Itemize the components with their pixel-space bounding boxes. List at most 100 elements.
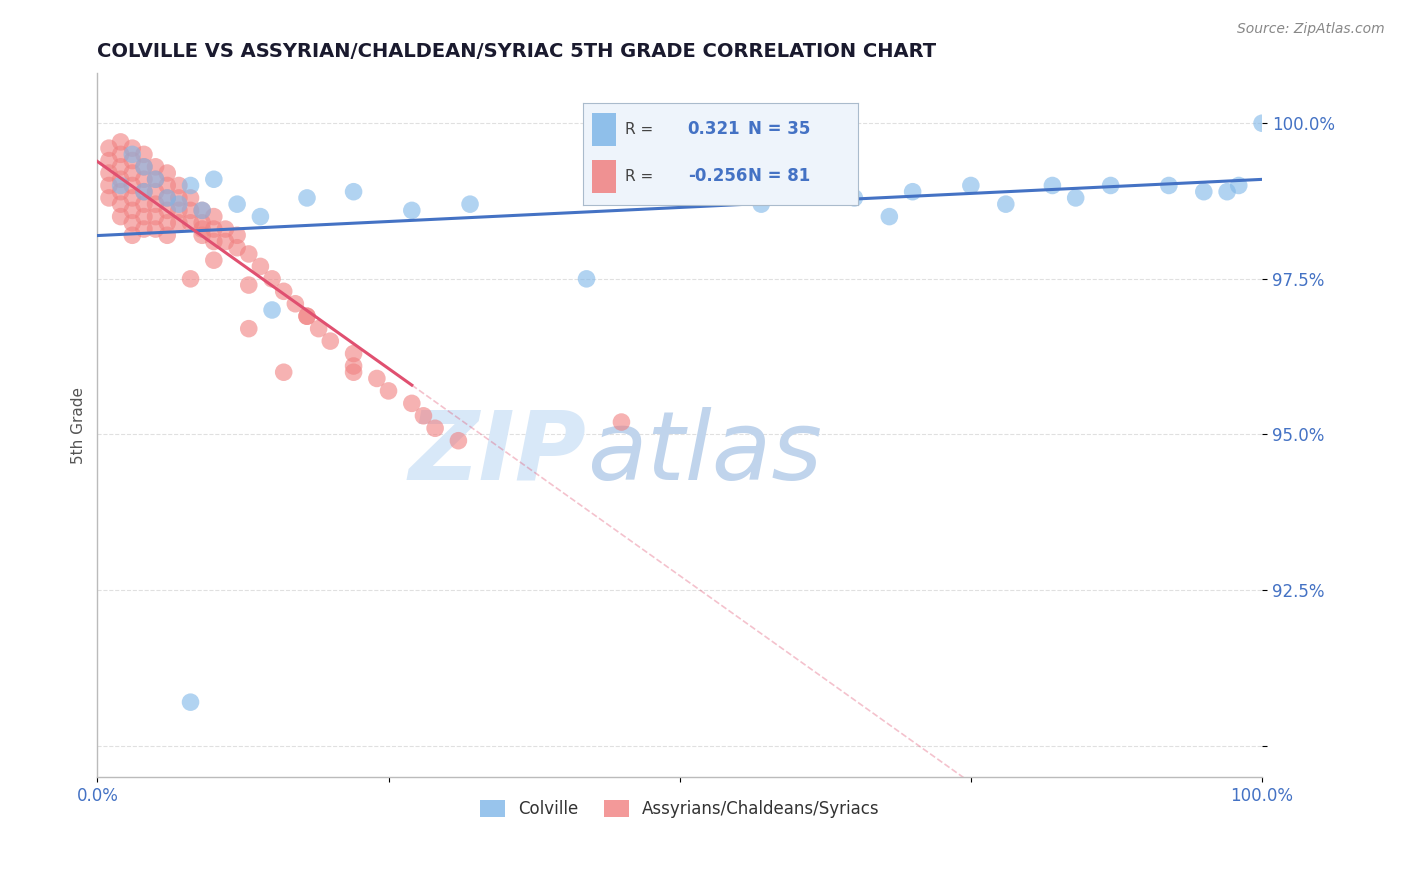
Point	[1227, 178, 1250, 193]
Point	[121, 166, 143, 180]
Point	[145, 172, 167, 186]
Point	[145, 222, 167, 236]
Point	[191, 203, 214, 218]
Point	[1157, 178, 1180, 193]
Point	[901, 185, 924, 199]
Text: Source: ZipAtlas.com: Source: ZipAtlas.com	[1237, 22, 1385, 37]
Point	[401, 396, 423, 410]
Point	[145, 172, 167, 186]
Point	[110, 135, 132, 149]
Point	[110, 197, 132, 211]
Point	[145, 210, 167, 224]
Text: N = 81: N = 81	[748, 168, 810, 186]
Point	[110, 147, 132, 161]
Point	[238, 321, 260, 335]
Point	[295, 309, 318, 323]
Point	[145, 185, 167, 199]
Point	[132, 147, 155, 161]
Point	[110, 210, 132, 224]
Point	[98, 178, 121, 193]
Point	[191, 203, 214, 218]
Point	[132, 172, 155, 186]
Point	[226, 241, 249, 255]
Point	[1192, 185, 1215, 199]
Point	[156, 178, 179, 193]
Point	[167, 216, 190, 230]
Point	[226, 197, 249, 211]
Point	[167, 203, 190, 218]
Point	[98, 153, 121, 168]
Text: atlas: atlas	[586, 407, 821, 500]
Point	[121, 191, 143, 205]
Point	[249, 210, 271, 224]
Point	[110, 160, 132, 174]
Point	[121, 216, 143, 230]
Text: -0.256: -0.256	[688, 168, 747, 186]
Text: N = 35: N = 35	[748, 120, 810, 138]
Point	[180, 203, 202, 218]
Point	[226, 228, 249, 243]
Point	[156, 191, 179, 205]
Point	[202, 235, 225, 249]
Point	[1042, 178, 1064, 193]
Text: 0.321: 0.321	[688, 120, 741, 138]
Text: COLVILLE VS ASSYRIAN/CHALDEAN/SYRIAC 5TH GRADE CORRELATION CHART: COLVILLE VS ASSYRIAN/CHALDEAN/SYRIAC 5TH…	[97, 42, 936, 61]
Point	[1216, 185, 1239, 199]
Point	[98, 191, 121, 205]
Text: R =: R =	[624, 121, 658, 136]
Point	[121, 147, 143, 161]
Point	[132, 160, 155, 174]
Point	[121, 203, 143, 218]
Point	[284, 297, 307, 311]
Point	[98, 166, 121, 180]
Point	[156, 203, 179, 218]
Text: R =: R =	[624, 169, 658, 184]
Point	[202, 253, 225, 268]
Point	[295, 309, 318, 323]
Point	[132, 197, 155, 211]
Point	[132, 160, 155, 174]
Point	[132, 210, 155, 224]
Point	[156, 228, 179, 243]
Point	[319, 334, 342, 348]
Point	[180, 272, 202, 286]
Point	[249, 260, 271, 274]
Point	[180, 191, 202, 205]
Point	[156, 216, 179, 230]
Point	[377, 384, 399, 398]
Point	[191, 216, 214, 230]
Point	[342, 185, 364, 199]
Point	[167, 197, 190, 211]
Point	[412, 409, 434, 423]
Point	[180, 216, 202, 230]
Point	[202, 222, 225, 236]
Point	[145, 197, 167, 211]
Point	[110, 185, 132, 199]
Point	[575, 272, 598, 286]
Point	[749, 197, 772, 211]
Bar	[592, 112, 616, 145]
Point	[342, 346, 364, 360]
Text: ZIP: ZIP	[409, 407, 586, 500]
Point	[121, 141, 143, 155]
Point	[110, 178, 132, 193]
Point	[342, 365, 364, 379]
Point	[132, 222, 155, 236]
Point	[844, 191, 866, 205]
Point	[191, 222, 214, 236]
Point	[727, 185, 749, 199]
Point	[458, 197, 481, 211]
Point	[110, 172, 132, 186]
Point	[180, 178, 202, 193]
Y-axis label: 5th Grade: 5th Grade	[72, 386, 86, 464]
Point	[132, 185, 155, 199]
Point	[994, 197, 1017, 211]
Point	[238, 278, 260, 293]
Point	[401, 203, 423, 218]
Point	[156, 166, 179, 180]
Point	[273, 285, 295, 299]
Point	[180, 695, 202, 709]
Legend: Colville, Assyrians/Chaldeans/Syriacs: Colville, Assyrians/Chaldeans/Syriacs	[474, 793, 886, 825]
Point	[1099, 178, 1122, 193]
Point	[202, 210, 225, 224]
